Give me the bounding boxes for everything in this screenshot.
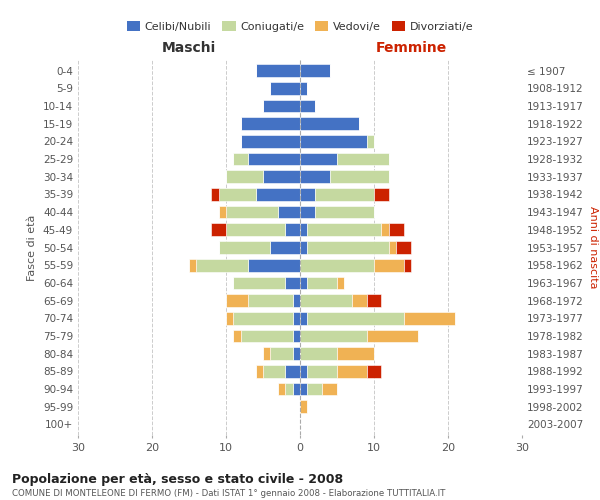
Bar <box>278 206 300 218</box>
Bar <box>300 400 307 413</box>
Bar <box>211 224 226 236</box>
Bar <box>315 206 374 218</box>
Bar <box>300 118 359 130</box>
Bar <box>396 241 411 254</box>
Bar <box>307 365 337 378</box>
Y-axis label: Fasce di età: Fasce di età <box>28 214 37 280</box>
Bar <box>307 276 337 289</box>
Bar <box>218 206 226 218</box>
Bar <box>241 118 300 130</box>
Bar <box>263 365 285 378</box>
Bar <box>307 312 404 324</box>
Bar <box>256 64 300 77</box>
Bar <box>285 224 300 236</box>
Bar <box>300 135 367 147</box>
Bar <box>300 312 307 324</box>
Bar <box>256 365 263 378</box>
Text: Femmine: Femmine <box>376 40 446 54</box>
Bar <box>285 365 300 378</box>
Bar <box>300 224 307 236</box>
Bar <box>300 294 352 307</box>
Text: COMUNE DI MONTELEONE DI FERMO (FM) - Dati ISTAT 1° gennaio 2008 - Elaborazione T: COMUNE DI MONTELEONE DI FERMO (FM) - Dat… <box>12 489 445 498</box>
Text: Popolazione per età, sesso e stato civile - 2008: Popolazione per età, sesso e stato civil… <box>12 472 343 486</box>
Bar <box>337 152 389 166</box>
Bar <box>300 330 367 342</box>
Bar <box>307 241 389 254</box>
Bar <box>300 82 307 94</box>
Bar <box>404 259 411 272</box>
Bar <box>271 348 293 360</box>
Bar <box>248 259 300 272</box>
Bar <box>226 170 263 183</box>
Bar <box>285 276 300 289</box>
Bar <box>300 276 307 289</box>
Bar <box>352 294 367 307</box>
Bar <box>256 188 300 201</box>
Bar <box>367 135 374 147</box>
Bar <box>329 170 389 183</box>
Bar <box>226 312 233 324</box>
Bar <box>367 365 382 378</box>
Bar <box>241 330 293 342</box>
Bar <box>300 100 315 112</box>
Bar <box>226 294 248 307</box>
Bar <box>233 330 241 342</box>
Bar <box>293 348 300 360</box>
Bar <box>300 206 315 218</box>
Bar <box>307 224 382 236</box>
Bar <box>241 135 300 147</box>
Bar <box>404 312 455 324</box>
Bar <box>293 382 300 396</box>
Bar <box>337 365 367 378</box>
Bar <box>300 188 315 201</box>
Bar <box>263 170 300 183</box>
Text: Maschi: Maschi <box>162 40 216 54</box>
Bar <box>226 206 278 218</box>
Bar <box>300 170 329 183</box>
Bar <box>374 259 404 272</box>
Bar <box>211 188 218 201</box>
Bar <box>271 82 300 94</box>
Bar <box>218 241 271 254</box>
Bar <box>278 382 285 396</box>
Bar <box>337 276 344 289</box>
Bar <box>300 259 374 272</box>
Bar <box>367 294 382 307</box>
Bar <box>322 382 337 396</box>
Bar <box>218 188 256 201</box>
Bar <box>374 188 389 201</box>
Bar <box>285 382 293 396</box>
Bar <box>300 382 307 396</box>
Bar <box>226 224 285 236</box>
Bar <box>233 276 285 289</box>
Bar <box>389 224 404 236</box>
Bar <box>248 294 293 307</box>
Bar <box>293 330 300 342</box>
Bar <box>382 224 389 236</box>
Bar <box>233 152 248 166</box>
Bar <box>367 330 418 342</box>
Bar <box>263 348 271 360</box>
Bar <box>300 152 337 166</box>
Bar <box>300 241 307 254</box>
Bar <box>337 348 374 360</box>
Bar <box>248 152 300 166</box>
Bar <box>307 382 322 396</box>
Legend: Celibi/Nubili, Coniugati/e, Vedovi/e, Divorziati/e: Celibi/Nubili, Coniugati/e, Vedovi/e, Di… <box>122 17 478 36</box>
Bar <box>300 365 307 378</box>
Bar <box>315 188 374 201</box>
Bar <box>196 259 248 272</box>
Bar <box>293 294 300 307</box>
Y-axis label: Anni di nascita: Anni di nascita <box>587 206 598 289</box>
Bar <box>263 100 300 112</box>
Bar <box>293 312 300 324</box>
Bar <box>300 64 329 77</box>
Bar <box>300 348 337 360</box>
Bar <box>389 241 396 254</box>
Bar <box>189 259 196 272</box>
Bar <box>271 241 300 254</box>
Bar <box>233 312 293 324</box>
